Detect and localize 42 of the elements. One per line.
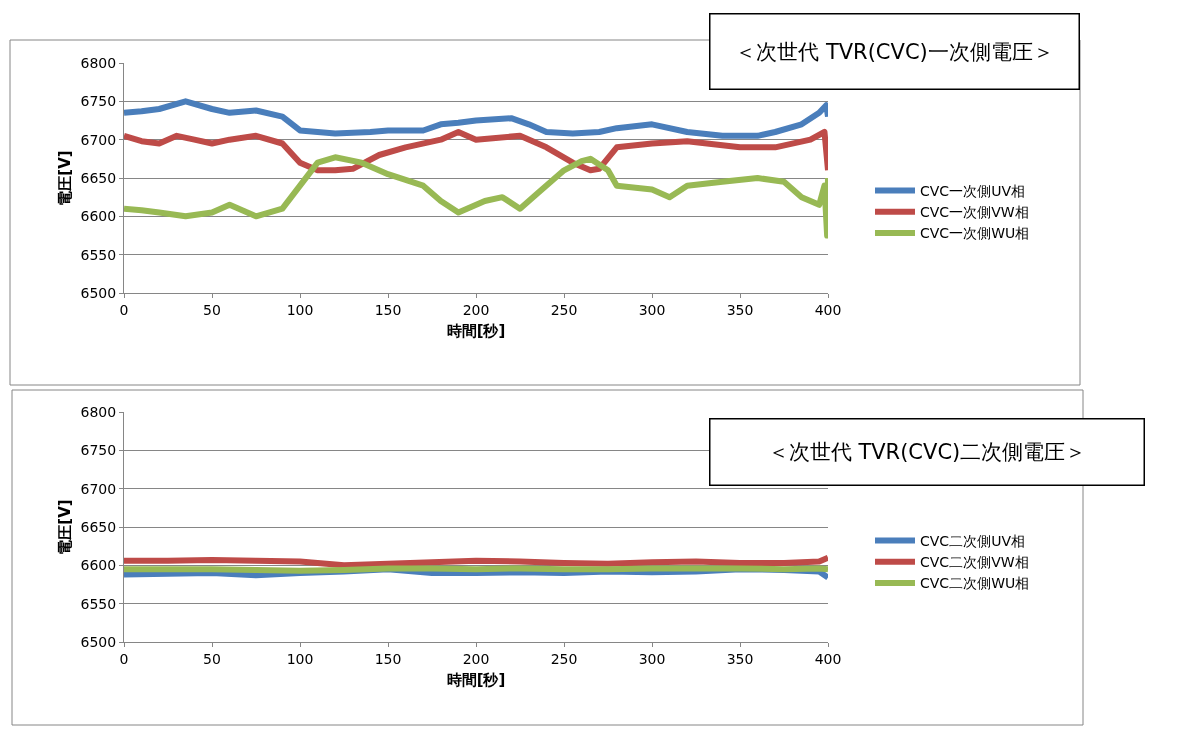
x-tick-label: 300	[638, 650, 666, 667]
legend-label: CVC一次側VW相	[920, 204, 1029, 221]
y-tick-label: 6500	[80, 633, 117, 650]
y-tick-label: 6700	[80, 480, 117, 497]
x-axis-title: 時間[秒]	[446, 670, 506, 689]
y-tick-label: 6800	[80, 54, 117, 71]
x-axis-title: 時間[秒]	[446, 321, 506, 340]
y-tick-label: 6600	[80, 208, 117, 225]
x-tick-label: 250	[550, 301, 578, 318]
y-tick-label: 6500	[80, 284, 117, 301]
legend-label: CVC一次側WU相	[920, 225, 1030, 242]
x-tick-label: 150	[374, 301, 402, 318]
x-tick-label: 150	[374, 650, 402, 667]
y-tick-label: 6750	[80, 442, 117, 459]
y-tick-label: 6550	[80, 595, 117, 612]
x-tick-label: 400	[814, 650, 842, 667]
legend-label: CVC一次側UV相	[920, 183, 1025, 200]
y-tick-label: 6550	[80, 246, 117, 263]
y-tick-label: 6600	[80, 557, 117, 574]
x-tick-label: 250	[550, 650, 578, 667]
x-tick-label: 0	[119, 650, 129, 667]
y-tick-label: 6650	[80, 518, 117, 535]
x-tick-label: 50	[203, 301, 221, 318]
legend-label: CVC二次側WU相	[920, 575, 1030, 592]
legend-label: CVC二次側VW相	[920, 554, 1029, 571]
x-tick-label: 100	[286, 650, 314, 667]
y-tick-label: 6700	[80, 131, 117, 148]
x-tick-label: 200	[462, 301, 490, 318]
y-tick-label: 6800	[80, 403, 117, 420]
x-tick-label: 0	[119, 301, 129, 318]
x-tick-label: 300	[638, 301, 666, 318]
y-tick-label: 6650	[80, 169, 117, 186]
y-axis-title: 電圧[V]	[55, 499, 74, 555]
y-axis-title: 電圧[V]	[55, 150, 74, 206]
x-tick-label: 200	[462, 650, 490, 667]
legend-label: CVC二次側UV相	[920, 533, 1025, 550]
x-tick-label: 50	[203, 650, 221, 667]
y-tick-label: 6750	[80, 93, 117, 110]
x-tick-label: 350	[726, 301, 754, 318]
x-tick-label: 400	[814, 301, 842, 318]
x-tick-label: 100	[286, 301, 314, 318]
x-tick-label: 350	[726, 650, 754, 667]
